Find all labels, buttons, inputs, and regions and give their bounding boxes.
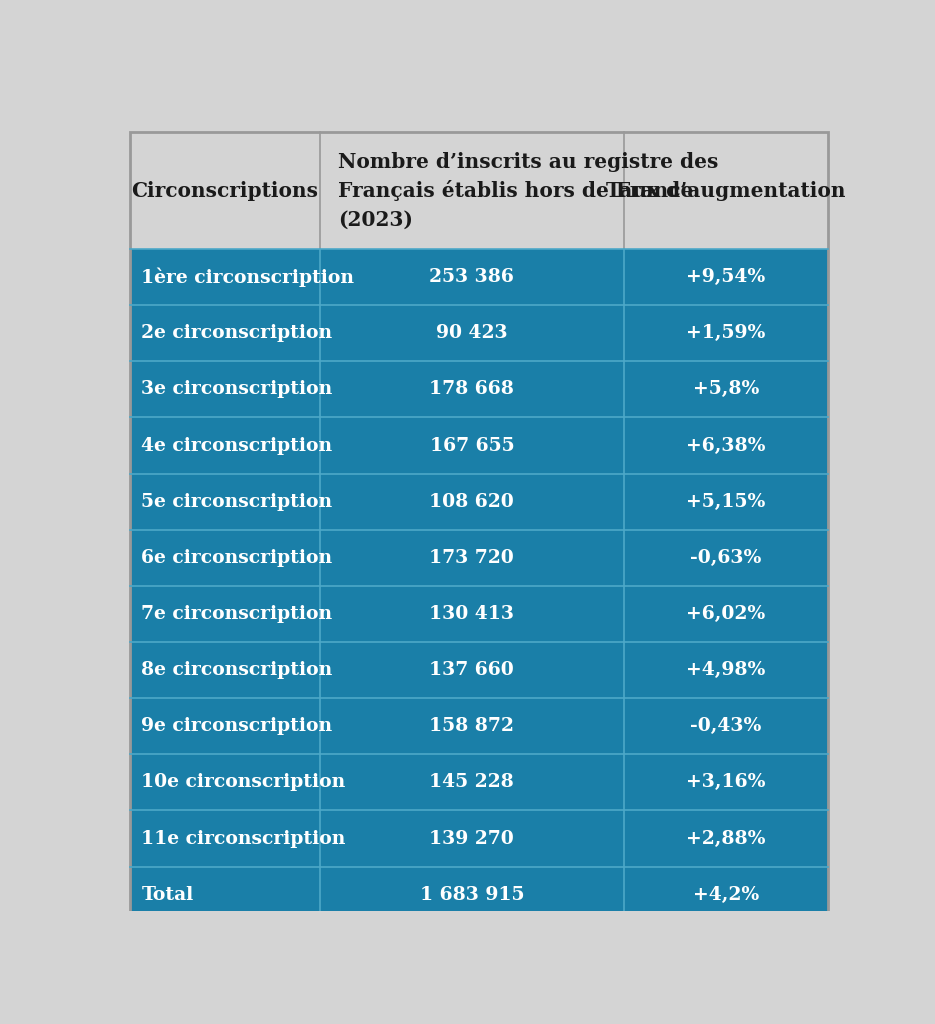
Bar	[130, 698, 828, 755]
Text: -0,63%: -0,63%	[690, 549, 762, 567]
Text: 108 620: 108 620	[429, 493, 514, 511]
Text: +3,16%: +3,16%	[686, 773, 766, 792]
Text: +6,38%: +6,38%	[686, 436, 766, 455]
Text: +1,59%: +1,59%	[686, 325, 766, 342]
Text: 145 228: 145 228	[429, 773, 514, 792]
Text: 253 386: 253 386	[429, 268, 514, 286]
Text: 3e circonscription: 3e circonscription	[141, 380, 333, 398]
Text: Circonscriptions: Circonscriptions	[132, 180, 319, 201]
Bar	[130, 642, 828, 698]
Bar	[130, 755, 828, 810]
Text: 8e circonscription: 8e circonscription	[141, 662, 333, 679]
Bar	[130, 305, 828, 361]
Text: 2e circonscription: 2e circonscription	[141, 325, 333, 342]
Text: Total: Total	[141, 886, 194, 903]
Text: 137 660: 137 660	[429, 662, 514, 679]
Text: Taux d’augmentation: Taux d’augmentation	[607, 180, 846, 201]
Bar	[130, 132, 828, 249]
Text: +5,15%: +5,15%	[686, 493, 766, 511]
Text: +9,54%: +9,54%	[686, 268, 766, 286]
Text: 158 872: 158 872	[429, 717, 514, 735]
Text: +4,2%: +4,2%	[693, 886, 759, 903]
Text: +2,88%: +2,88%	[686, 829, 766, 848]
Text: 130 413: 130 413	[429, 605, 514, 623]
Text: 1ère circonscription: 1ère circonscription	[141, 267, 354, 287]
Text: +5,8%: +5,8%	[693, 380, 759, 398]
Text: 1 683 915: 1 683 915	[420, 886, 525, 903]
Text: 139 270: 139 270	[429, 829, 514, 848]
Text: 4e circonscription: 4e circonscription	[141, 436, 333, 455]
Bar	[130, 473, 828, 529]
Text: Nombre d’inscrits au registre des
Français établis hors de France
(2023): Nombre d’inscrits au registre des França…	[338, 152, 718, 229]
Bar	[130, 586, 828, 642]
Bar	[130, 249, 828, 305]
Text: -0,43%: -0,43%	[690, 717, 762, 735]
Bar	[130, 361, 828, 418]
Bar	[130, 529, 828, 586]
Text: 7e circonscription: 7e circonscription	[141, 605, 333, 623]
Text: 167 655: 167 655	[429, 436, 514, 455]
Text: 9e circonscription: 9e circonscription	[141, 717, 333, 735]
Bar	[130, 866, 828, 923]
Text: 5e circonscription: 5e circonscription	[141, 493, 333, 511]
Text: 173 720: 173 720	[429, 549, 514, 567]
Bar	[130, 810, 828, 866]
Bar	[130, 418, 828, 473]
Text: +4,98%: +4,98%	[686, 662, 766, 679]
Text: +6,02%: +6,02%	[686, 605, 766, 623]
Text: 6e circonscription: 6e circonscription	[141, 549, 333, 567]
Text: 90 423: 90 423	[436, 325, 508, 342]
Text: 11e circonscription: 11e circonscription	[141, 829, 346, 848]
Text: 10e circonscription: 10e circonscription	[141, 773, 346, 792]
Text: 178 668: 178 668	[429, 380, 514, 398]
